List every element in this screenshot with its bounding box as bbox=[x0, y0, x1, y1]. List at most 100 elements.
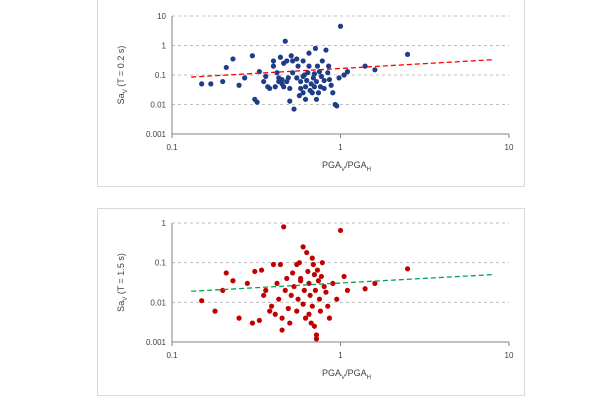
data-point bbox=[263, 287, 269, 293]
data-point bbox=[306, 311, 312, 317]
data-point bbox=[230, 278, 236, 284]
data-point bbox=[291, 106, 297, 112]
data-point bbox=[254, 99, 260, 105]
data-point bbox=[290, 58, 296, 64]
data-point bbox=[249, 320, 255, 326]
data-point bbox=[236, 315, 242, 321]
data-point bbox=[277, 54, 284, 60]
data-point bbox=[295, 63, 301, 69]
data-point bbox=[300, 90, 306, 96]
data-point bbox=[267, 308, 273, 314]
data-point bbox=[287, 85, 293, 92]
data-point bbox=[325, 70, 331, 76]
data-point bbox=[311, 272, 317, 278]
data-point bbox=[313, 78, 320, 85]
data-point bbox=[220, 78, 226, 85]
data-point bbox=[244, 280, 250, 287]
data-point bbox=[341, 273, 347, 280]
data-point bbox=[305, 70, 311, 76]
data-point bbox=[344, 287, 351, 293]
data-point bbox=[304, 77, 310, 84]
data-point bbox=[372, 280, 378, 287]
data-point bbox=[274, 280, 280, 287]
data-point bbox=[314, 267, 321, 273]
data-point bbox=[284, 58, 290, 64]
data-point bbox=[281, 84, 287, 90]
data-point bbox=[330, 280, 336, 287]
x-tick-label: 1 bbox=[338, 143, 343, 152]
data-point bbox=[304, 249, 310, 256]
data-point bbox=[242, 75, 248, 81]
data-point bbox=[261, 78, 267, 85]
data-point bbox=[298, 85, 304, 92]
data-point bbox=[300, 73, 306, 79]
data-point bbox=[300, 244, 306, 250]
data-point bbox=[287, 320, 293, 326]
data-point bbox=[316, 296, 323, 302]
data-point bbox=[404, 266, 411, 272]
data-point bbox=[256, 317, 262, 324]
data-point bbox=[288, 292, 294, 298]
data-point bbox=[212, 308, 218, 314]
data-point bbox=[319, 260, 325, 266]
x-tick-label: 10 bbox=[505, 351, 514, 360]
data-point bbox=[313, 332, 320, 338]
data-point bbox=[334, 296, 340, 302]
data-point bbox=[301, 287, 307, 293]
data-point bbox=[313, 336, 320, 342]
data-point bbox=[330, 90, 336, 96]
data-point bbox=[270, 261, 277, 268]
data-point bbox=[302, 315, 309, 321]
data-point bbox=[326, 76, 333, 83]
x-tick-label: 0.1 bbox=[166, 351, 178, 360]
data-point bbox=[272, 311, 278, 317]
data-point bbox=[284, 275, 290, 282]
data-point bbox=[326, 63, 332, 69]
data-point bbox=[274, 70, 280, 76]
data-point bbox=[311, 323, 317, 329]
data-point bbox=[279, 76, 285, 83]
data-point bbox=[312, 45, 319, 51]
y-axis-label: SaV (T = 0.2 s) bbox=[116, 46, 129, 105]
data-point bbox=[404, 51, 411, 57]
data-point bbox=[300, 301, 306, 307]
y-axis-label: SaV (T = 1.5 s) bbox=[116, 253, 129, 312]
data-point bbox=[295, 296, 301, 302]
data-point bbox=[314, 63, 321, 69]
data-point bbox=[298, 78, 304, 85]
data-point bbox=[220, 287, 226, 293]
data-point bbox=[325, 303, 331, 309]
data-point bbox=[252, 268, 258, 275]
data-point bbox=[315, 278, 322, 284]
chart-sa-t02: 0.001 0.01 0.1 1 10 0.1 1 10 PGAV/PGAH SaV (T = 0… bbox=[116, 12, 514, 173]
chart-panel-top: 0.001 0.01 0.1 1 10 0.1 1 10 PGAV/PGAH SaV (T = 0… bbox=[97, 0, 525, 187]
data-point bbox=[317, 308, 324, 314]
data-point bbox=[310, 261, 316, 268]
chart-panel-bottom: 0.001 0.01 0.1 1 0.1 1 10 PGAV/PGAH SaV (T = 1.5… bbox=[97, 208, 525, 396]
data-point bbox=[306, 50, 312, 56]
data-point bbox=[300, 58, 306, 64]
data-point bbox=[336, 75, 342, 81]
data-point bbox=[307, 292, 313, 298]
data-point bbox=[223, 270, 229, 276]
data-point bbox=[276, 296, 282, 302]
data-point bbox=[344, 69, 351, 75]
x-axis-label: PGAV/PGAH bbox=[322, 160, 371, 173]
data-point bbox=[281, 224, 287, 230]
data-point bbox=[313, 96, 320, 102]
data-point bbox=[272, 84, 278, 90]
y-tick-label: 1 bbox=[162, 219, 167, 228]
chart-sa-t15: 0.001 0.01 0.1 1 0.1 1 10 PGAV/PGAH SaV (T = 1.5… bbox=[116, 219, 514, 381]
data-point bbox=[199, 298, 205, 304]
data-point bbox=[305, 268, 311, 275]
trend-line bbox=[191, 59, 493, 78]
data-point bbox=[372, 67, 378, 73]
data-point bbox=[334, 103, 340, 109]
y-tick-label: 0.01 bbox=[150, 101, 166, 110]
data-point bbox=[311, 71, 317, 77]
data-point bbox=[319, 58, 325, 64]
data-point bbox=[294, 308, 300, 314]
data-point bbox=[267, 85, 273, 92]
data-point bbox=[315, 90, 322, 96]
data-point bbox=[302, 96, 309, 102]
